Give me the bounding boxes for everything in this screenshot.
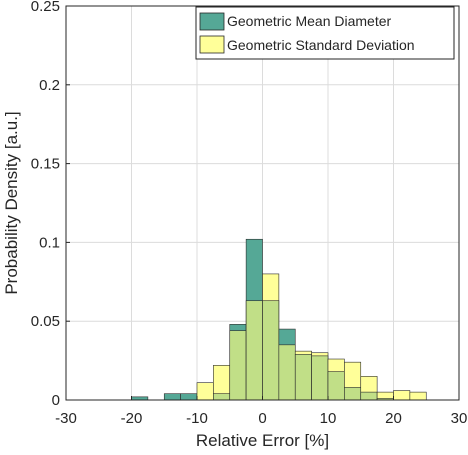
bar-overlap (311, 355, 329, 401)
x-tick-label: 0 (258, 410, 266, 427)
bar-geometric-standard-deviation (409, 391, 427, 401)
bar-overlap (344, 387, 362, 401)
legend-swatch-standard-deviation (199, 35, 225, 54)
y-tick-label: 0.2 (39, 77, 60, 94)
y-tick-label: 0.05 (31, 313, 60, 330)
legend-box (195, 6, 455, 60)
x-axis-label: Relative Error [%] (196, 431, 329, 450)
legend: Geometric Mean Diameter Geometric Standa… (195, 6, 455, 60)
bar-overlap (294, 353, 312, 401)
y-tick-label: 0.1 (39, 234, 60, 251)
bar-overlap (229, 330, 247, 401)
legend-label-mean-diameter: Geometric Mean Diameter (227, 13, 392, 29)
bar-geometric-mean-diameter (163, 393, 181, 401)
bar-overlap (213, 393, 231, 401)
y-tick-label: 0.25 (31, 0, 60, 15)
legend-swatch-mean-diameter (199, 12, 225, 31)
legend-label-standard-deviation: Geometric Standard Deviation (227, 37, 415, 53)
y-tick-label: 0.15 (31, 156, 60, 173)
x-tick-label: 10 (320, 410, 337, 427)
bar-geometric-mean-diameter (180, 393, 198, 401)
x-tick-label: -30 (55, 410, 77, 427)
bar-overlap (360, 391, 378, 401)
bar-overlap (278, 344, 296, 401)
x-tick-label: -20 (121, 410, 143, 427)
y-axis-label: Probability Density [a.u.] (2, 111, 21, 294)
axis-ticks: -30 -20 -10 0 10 20 30 0 0.05 0.1 0.15 0.2 0.25 (31, 0, 468, 427)
y-tick-label: 0 (52, 392, 60, 409)
x-tick-label: 20 (385, 410, 402, 427)
x-tick-label: 30 (451, 410, 468, 427)
x-tick-label: -10 (186, 410, 208, 427)
bar-overlap (327, 371, 345, 401)
bar-overlap (262, 300, 280, 401)
bar-geometric-standard-deviation (196, 382, 214, 401)
bar-overlap (245, 300, 263, 401)
bar-geometric-standard-deviation (393, 390, 411, 401)
